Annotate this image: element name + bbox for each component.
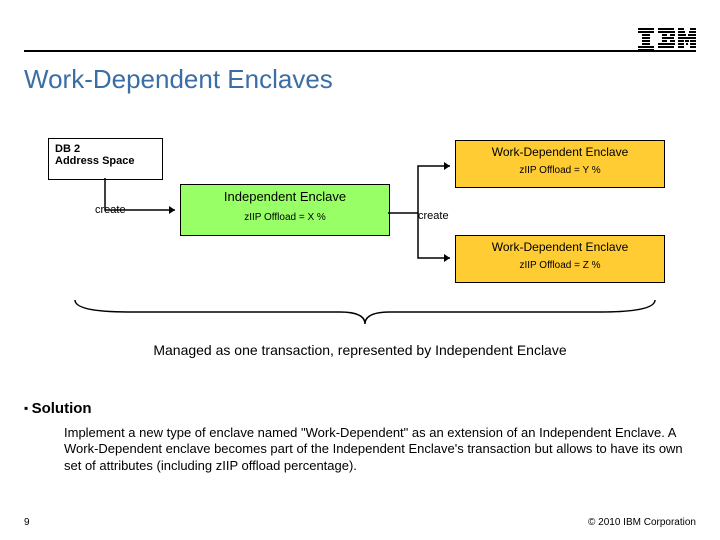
create1-label: create bbox=[95, 204, 126, 216]
diagram-area: DB 2 Address Space create Independent En… bbox=[0, 120, 720, 380]
db2-line2: Address Space bbox=[55, 155, 156, 167]
db2-box: DB 2 Address Space bbox=[48, 138, 163, 180]
page-title: Work-Dependent Enclaves bbox=[24, 64, 333, 95]
page-number: 9 bbox=[24, 517, 30, 528]
wd1-title: Work-Dependent Enclave bbox=[456, 145, 664, 159]
solution-section: Solution Implement a new type of enclave… bbox=[24, 400, 696, 474]
wd2-sub: zIIP Offload = Z % bbox=[456, 260, 664, 271]
indep-title: Independent Enclave bbox=[181, 189, 389, 204]
header-rule bbox=[24, 50, 696, 52]
solution-heading: Solution bbox=[24, 400, 696, 417]
copyright: © 2010 IBM Corporation bbox=[588, 517, 696, 528]
independent-enclave-box: Independent Enclave zIIP Offload = X % bbox=[180, 184, 390, 236]
work-dependent-box-1: Work-Dependent Enclave zIIP Offload = Y … bbox=[455, 140, 665, 188]
db2-line1: DB 2 bbox=[55, 143, 156, 155]
managed-text: Managed as one transaction, represented … bbox=[0, 342, 720, 358]
wd2-title: Work-Dependent Enclave bbox=[456, 240, 664, 254]
solution-body: Implement a new type of enclave named "W… bbox=[64, 425, 696, 474]
create2-label: create bbox=[418, 210, 449, 222]
wd1-sub: zIIP Offload = Y % bbox=[456, 165, 664, 176]
brace-icon bbox=[70, 298, 660, 328]
work-dependent-box-2: Work-Dependent Enclave zIIP Offload = Z … bbox=[455, 235, 665, 283]
indep-sub: zIIP Offload = X % bbox=[181, 212, 389, 223]
